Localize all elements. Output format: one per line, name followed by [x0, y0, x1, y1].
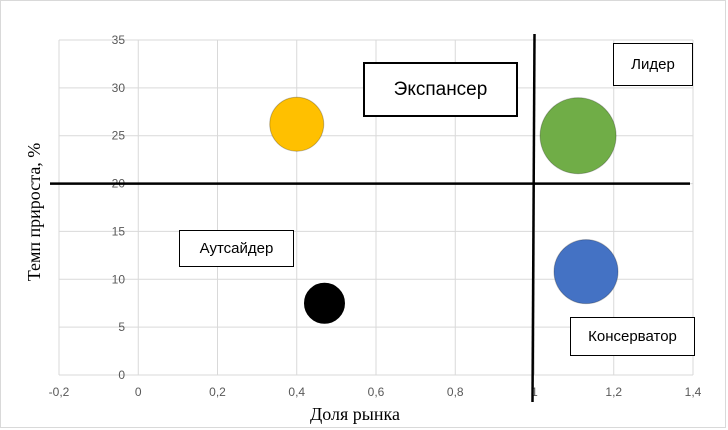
data-point	[303, 282, 345, 324]
data-point	[269, 96, 325, 152]
x-tick-label: -0,2	[49, 385, 70, 399]
data-point	[539, 97, 617, 175]
y-tick-label: 10	[112, 272, 126, 286]
quadrant-label-conservator: Консерватор	[570, 317, 695, 356]
quadrant-label-leader: Лидер	[613, 43, 693, 86]
y-tick-label: 5	[118, 320, 125, 334]
x-tick-label: 1,4	[685, 385, 702, 399]
y-tick-label: 15	[112, 224, 126, 238]
data-point	[553, 239, 619, 305]
x-tick-label: 1,2	[605, 385, 622, 399]
y-tick-label: 30	[112, 81, 126, 95]
y-axis-title: Темп прироста, %	[24, 143, 44, 282]
x-tick-label: 0,6	[368, 385, 385, 399]
x-tick-label: 0,8	[447, 385, 464, 399]
y-tick-label: 35	[112, 33, 126, 47]
y-tick-label: 25	[112, 129, 126, 143]
x-tick-label: 0,4	[288, 385, 305, 399]
divider-lines	[50, 33, 690, 403]
vertical-divider-line	[531, 33, 536, 403]
data-points	[269, 96, 619, 324]
quadrant-label-expander: Экспансер	[363, 62, 518, 117]
x-tick-label: 1	[531, 385, 538, 399]
y-tick-label: 0	[118, 368, 125, 382]
x-tick-label: 0,2	[209, 385, 226, 399]
x-axis-title: Доля рынка	[310, 404, 400, 424]
x-tick-label: 0	[135, 385, 142, 399]
quadrant-label-outsider: Аутсайдер	[179, 230, 294, 267]
